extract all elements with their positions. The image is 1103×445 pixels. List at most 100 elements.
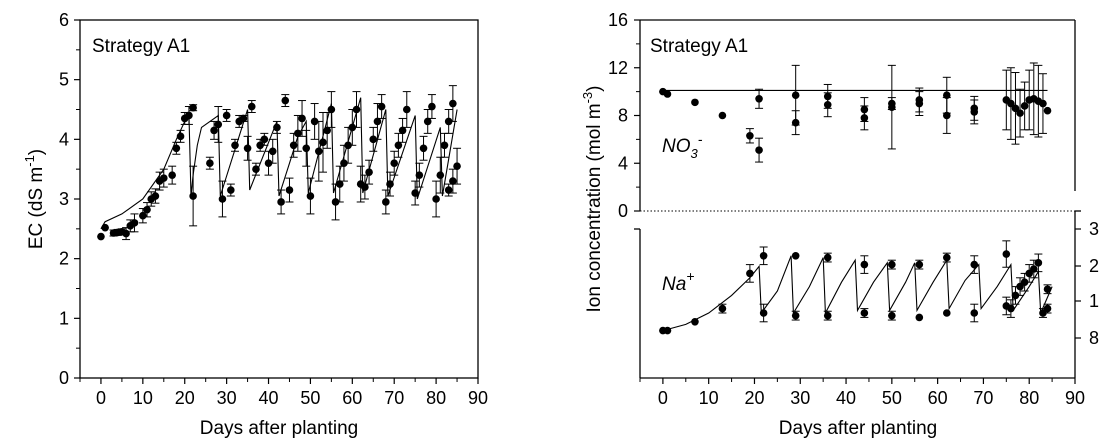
ec-x-tick-label: 50: [300, 388, 320, 408]
na-observed-point: [1029, 265, 1038, 273]
ec-observed-point: [373, 117, 382, 126]
no3-series-label: NO3-: [662, 131, 703, 161]
na-observed-point: [791, 311, 800, 320]
ec-x-tick-label: 40: [259, 388, 279, 408]
no3-y-tick-label: 12: [608, 58, 628, 78]
no3-observed-point: [970, 104, 979, 113]
no3-observed-point: [1007, 99, 1015, 108]
ec-observed-point: [319, 138, 327, 147]
no3-label-sub: 3: [691, 146, 699, 161]
ec-observed-point: [428, 102, 436, 111]
ec-annotation: Strategy A1: [92, 36, 190, 57]
ion-annotation: Strategy A1: [650, 36, 748, 57]
ec-observed-point: [444, 117, 453, 126]
ion-x-tick-label: 10: [699, 388, 719, 408]
ec-observed-point: [273, 123, 281, 132]
na-observed-point: [718, 304, 727, 313]
ec-observed-point: [361, 183, 369, 191]
ec-observed-point: [302, 144, 311, 153]
ec-observed-point: [206, 159, 214, 167]
no3-y-tick-label: 16: [608, 10, 628, 30]
ion-panel: 0 10 20 30 40 50 60 70 80 90 0 4 8 12 16 3 2 1 8 Strategy …: [580, 10, 1099, 439]
ec-observed-point: [172, 144, 181, 153]
ec-x-axis-label: Days after planting: [200, 418, 358, 439]
ion-y-label-main: Ion concentration (mol m: [584, 103, 605, 312]
ec-x-tick-label: 70: [384, 388, 404, 408]
na-observed-point: [888, 260, 896, 269]
ec-observed-point: [294, 129, 302, 138]
ec-observed-point: [298, 114, 306, 123]
ec-observed-point: [344, 141, 352, 150]
na-observed-point: [860, 260, 869, 269]
ec-y-axis-label: EC (dS m-1): [22, 149, 47, 249]
ec-observed-point: [239, 114, 248, 123]
ec-observed-point: [386, 180, 394, 188]
ec-observed-point: [256, 141, 264, 150]
ec-x-tick-label: 10: [133, 388, 153, 408]
ec-observed-point: [222, 111, 231, 120]
no3-observed-point: [915, 99, 924, 108]
ec-observed-point: [176, 132, 185, 141]
ec-observed-point: [444, 186, 453, 194]
no3-observed-point: [823, 100, 832, 109]
ec-observed-point: [289, 141, 298, 150]
ion-simulated-lines: [662, 89, 1053, 332]
ion-observed-points: [659, 62, 1052, 335]
ion-x-axis-label: Days after planting: [779, 418, 937, 439]
ec-observed-point: [168, 171, 176, 179]
ec-observed-point: [335, 180, 344, 188]
ec-observed-point: [327, 105, 336, 114]
ec-observed-point: [415, 171, 424, 179]
ec-observed-point: [189, 192, 197, 200]
na-observed-point: [759, 309, 768, 317]
ec-y-tick-label: 3: [59, 189, 69, 209]
no3-observed-point: [755, 146, 763, 154]
na-observed-point: [1043, 304, 1052, 313]
no3-label-main: NO: [662, 136, 691, 157]
no3-observed-point: [791, 118, 800, 127]
ion-x-tick-label: 60: [928, 388, 948, 408]
ec-observed-point: [218, 195, 227, 203]
ec-x-tick-label: 20: [175, 388, 195, 408]
ec-observed-point: [352, 105, 361, 114]
na-observed-point: [915, 260, 924, 269]
ec-observed-points: [97, 85, 462, 241]
ion-x-tick-label: 70: [973, 388, 993, 408]
ec-observed-point: [348, 123, 357, 132]
ec-observed-point: [382, 198, 390, 206]
ec-observed-point: [185, 111, 193, 120]
ec-observed-point: [315, 147, 323, 156]
ec-observed-point: [231, 141, 239, 150]
ec-observed-point: [97, 232, 105, 241]
ec-observed-point: [264, 159, 273, 167]
na-observed-point: [1011, 291, 1020, 300]
ec-observed-point: [247, 102, 256, 111]
ec-axes: 0 10 20 30 40 50 60 70 80 90 0 1 2 3 4 5 6: [59, 10, 488, 408]
ec-observed-point: [449, 177, 457, 185]
ec-observed-point: [151, 192, 160, 200]
ion-x-tick-label: 20: [744, 388, 764, 408]
ec-y-label-sup: -1: [22, 155, 37, 167]
no3-y-tick-label: 0: [618, 201, 628, 221]
ion-y-axis-label: Ion concentration (mol m-3): [580, 86, 605, 313]
ec-observed-point: [214, 120, 223, 129]
ion-x-tick-label: 40: [836, 388, 856, 408]
na-observed-point: [970, 260, 979, 269]
ec-observed-point: [432, 195, 440, 203]
ec-observed-point: [101, 223, 109, 232]
ec-observed-point: [423, 117, 432, 126]
ec-observed-point: [159, 174, 168, 182]
ec-y-tick-label: 1: [59, 308, 69, 328]
ec-observed-point: [323, 126, 331, 135]
na-series-label: Na+: [662, 268, 694, 295]
ec-x-tick-label: 30: [217, 388, 237, 408]
ec-y-tick-label: 4: [59, 129, 69, 149]
no3-label-sup: -: [698, 131, 703, 147]
na-observed-point: [823, 253, 832, 262]
ec-observed-point: [139, 211, 147, 220]
na-observed-point: [691, 318, 699, 326]
ec-observed-point: [130, 219, 139, 227]
ec-observed-point: [377, 102, 386, 111]
na-label-sup: +: [686, 268, 694, 284]
